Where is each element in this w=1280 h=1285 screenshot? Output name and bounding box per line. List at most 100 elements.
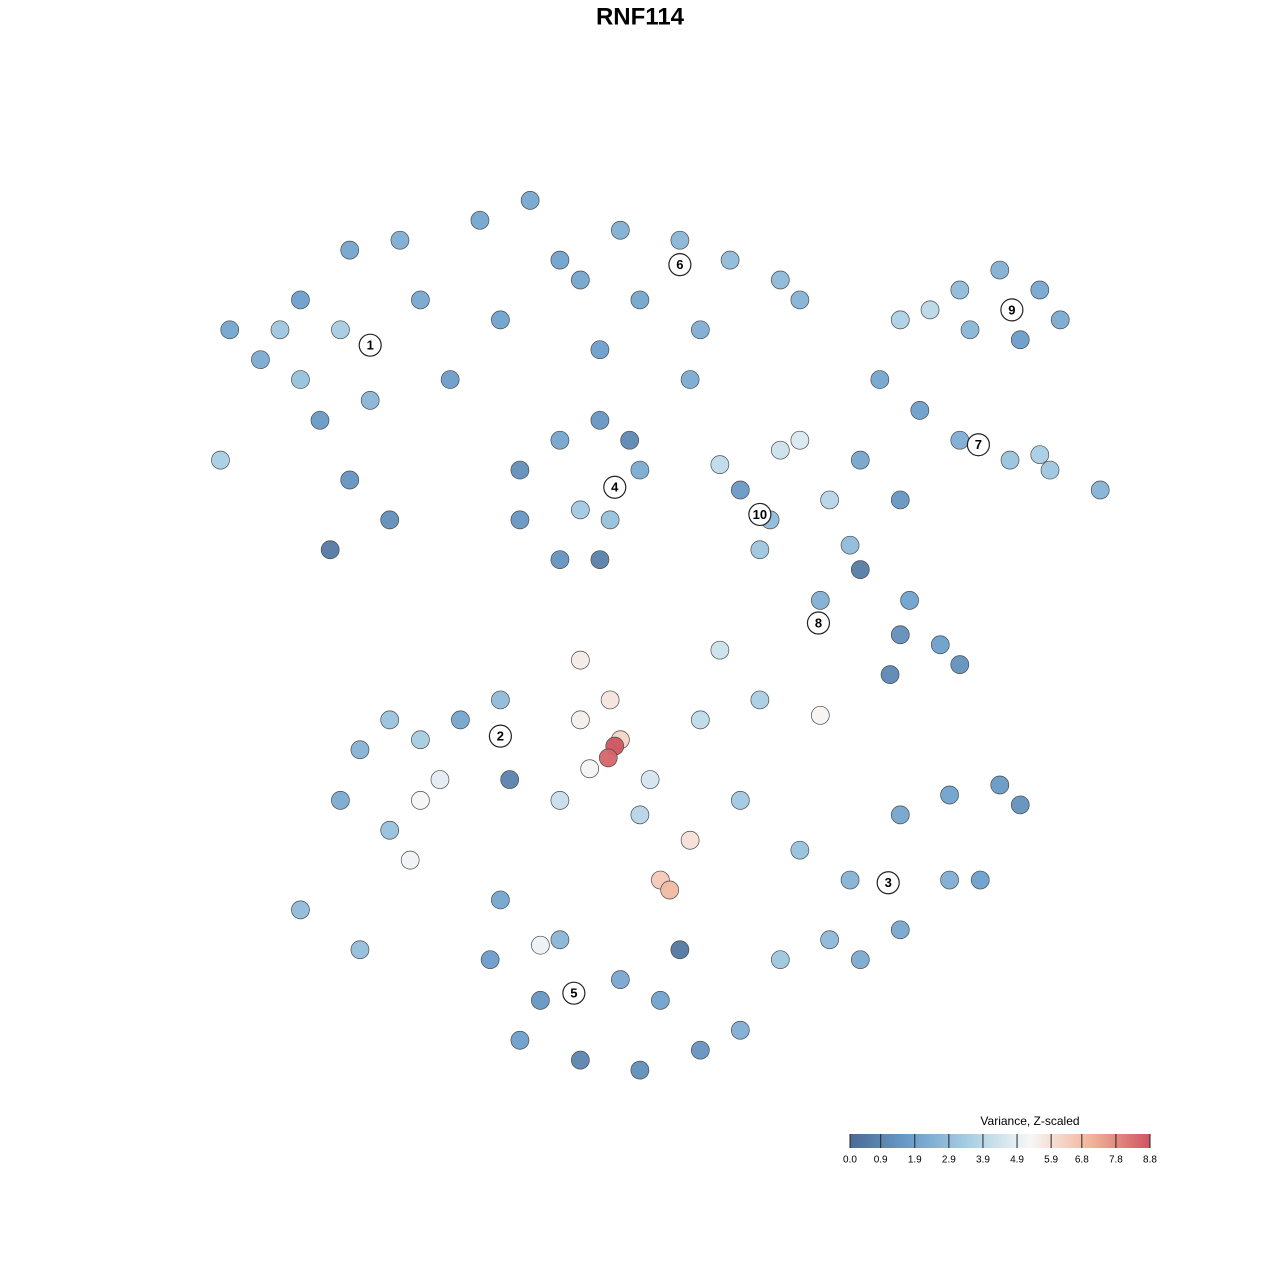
cluster-badge xyxy=(668,253,692,277)
cluster-badge xyxy=(876,871,900,895)
point xyxy=(411,730,430,750)
point xyxy=(491,890,510,910)
point xyxy=(1050,310,1070,330)
cluster-label: 1 xyxy=(367,338,374,353)
point xyxy=(960,320,980,340)
point xyxy=(1090,480,1110,500)
cluster-badge xyxy=(1000,298,1024,322)
point xyxy=(910,400,930,420)
point xyxy=(820,930,839,950)
point xyxy=(350,940,370,960)
point xyxy=(500,770,520,789)
point xyxy=(251,350,270,370)
point xyxy=(510,1030,530,1050)
point xyxy=(670,230,690,250)
point xyxy=(990,775,1010,795)
cluster-label: 3 xyxy=(885,875,892,890)
cluster-label: 4 xyxy=(611,480,619,495)
point xyxy=(790,840,810,860)
point xyxy=(380,510,400,530)
point xyxy=(750,540,770,560)
point xyxy=(470,210,490,230)
point xyxy=(600,510,620,530)
point xyxy=(531,991,550,1010)
point xyxy=(360,391,380,410)
point xyxy=(411,791,430,810)
point xyxy=(660,880,680,900)
point xyxy=(920,300,940,320)
point xyxy=(630,1060,650,1080)
point xyxy=(690,320,710,340)
point xyxy=(550,430,570,450)
point xyxy=(940,785,959,805)
point xyxy=(890,920,910,940)
point xyxy=(320,540,340,560)
point xyxy=(350,740,370,760)
point xyxy=(571,270,590,290)
point xyxy=(451,710,470,730)
point xyxy=(430,770,450,789)
point xyxy=(611,970,630,989)
point xyxy=(480,950,500,970)
point xyxy=(340,240,360,260)
point xyxy=(1030,445,1050,465)
point xyxy=(510,460,530,480)
point xyxy=(550,791,570,810)
point xyxy=(611,220,630,240)
colorbar-tick-label: 7.8 xyxy=(1109,1155,1123,1166)
point xyxy=(411,290,430,310)
point xyxy=(730,480,750,500)
point xyxy=(940,870,959,890)
cluster-badge xyxy=(562,981,586,1005)
cluster-label: 5 xyxy=(570,986,577,1001)
point xyxy=(630,805,650,825)
point xyxy=(291,290,310,310)
point xyxy=(950,430,970,450)
point xyxy=(630,290,650,310)
point xyxy=(690,710,710,730)
cluster-label: 8 xyxy=(815,615,822,630)
point xyxy=(810,705,830,725)
point xyxy=(870,370,890,389)
point xyxy=(1030,280,1050,300)
point xyxy=(380,710,400,730)
point xyxy=(710,640,730,660)
point xyxy=(571,500,590,520)
point xyxy=(580,759,600,779)
point xyxy=(710,455,730,474)
colorbar-tick-label: 5.9 xyxy=(1044,1155,1058,1166)
point xyxy=(1000,450,1020,470)
point xyxy=(770,440,790,460)
point xyxy=(630,460,650,480)
point xyxy=(950,655,970,675)
point xyxy=(900,591,919,610)
point xyxy=(550,930,570,950)
point xyxy=(340,470,360,490)
point xyxy=(680,830,700,850)
cluster-label: 2 xyxy=(497,729,504,744)
point xyxy=(770,950,790,970)
point xyxy=(770,270,790,290)
point xyxy=(810,591,830,610)
point xyxy=(880,665,900,684)
point xyxy=(598,748,618,768)
colorbar-tick-label: 3.9 xyxy=(976,1155,990,1166)
colorbar-tick-label: 0.0 xyxy=(843,1155,857,1166)
colorbar-title: Variance, Z-scaled xyxy=(980,1114,1079,1128)
point xyxy=(850,560,870,579)
point xyxy=(510,510,530,530)
point xyxy=(690,1040,710,1060)
point xyxy=(730,791,750,810)
point xyxy=(790,290,810,310)
point xyxy=(331,791,350,810)
point xyxy=(590,550,610,570)
point xyxy=(520,191,540,210)
point xyxy=(850,950,870,970)
point xyxy=(850,450,870,470)
point xyxy=(790,430,810,450)
point xyxy=(840,535,860,555)
chart-title: RNF114 xyxy=(596,3,685,30)
point xyxy=(440,370,460,389)
point xyxy=(720,250,740,270)
point xyxy=(550,250,570,270)
